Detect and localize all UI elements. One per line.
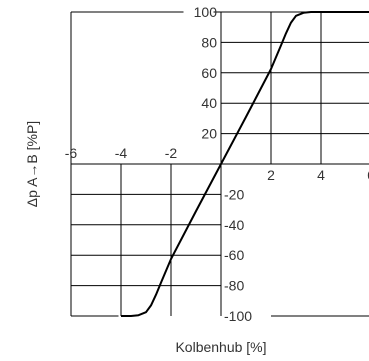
y-tick-label: 100 [194, 4, 218, 20]
x-tick-label: 2 [267, 167, 275, 183]
tick-labels: -6 -4 -2 2 4 6 100 80 60 40 20 -20 -40 -60 -80 -100 [65, 4, 369, 324]
y-tick-label: -80 [224, 278, 244, 294]
y-tick-label: -20 [224, 186, 244, 202]
x-tick-label: -4 [115, 145, 128, 161]
y-tick-label: -60 [224, 247, 244, 263]
y-tick-label: 20 [201, 126, 217, 142]
y-tick-label: 40 [201, 95, 217, 111]
y-tick-label: -100 [224, 308, 252, 324]
y-tick-label: -40 [224, 217, 244, 233]
x-tick-label: -6 [65, 145, 78, 161]
series-line-0 [121, 11, 369, 317]
x-tick-label: 4 [317, 167, 325, 183]
series [121, 11, 369, 317]
x-axis-label: Kolbenhub [%] [175, 339, 266, 355]
grid [70, 11, 369, 317]
y-tick-label: 60 [201, 65, 217, 81]
x-tick-label: 6 [367, 167, 369, 183]
x-tick-label: -2 [165, 145, 178, 161]
y-axis-label: Δp A→B [%P] [24, 121, 40, 207]
y-tick-label: 80 [201, 34, 217, 50]
